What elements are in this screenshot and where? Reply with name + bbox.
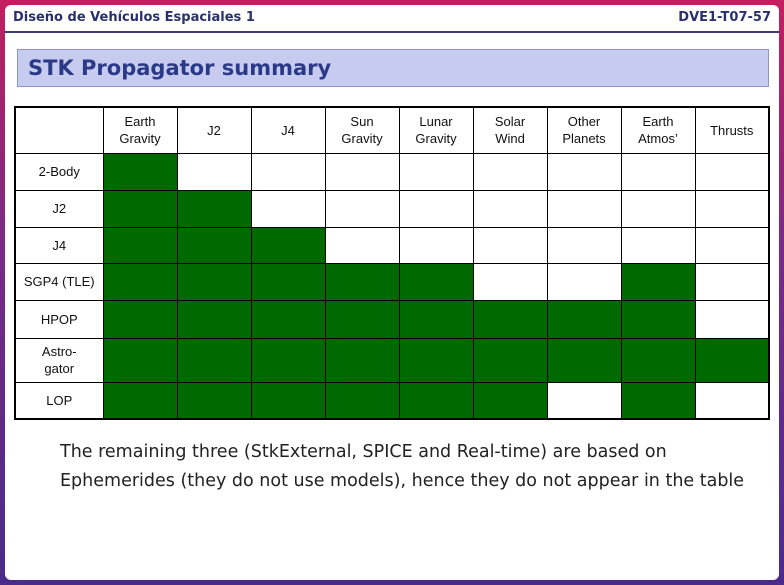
empty-cell <box>620 152 696 191</box>
filled-cell <box>398 262 474 301</box>
empty-cell <box>324 189 400 228</box>
table-row: SGP4 (TLE) <box>14 262 770 301</box>
slide-title-box: STK Propagator summary <box>17 49 769 87</box>
filled-cell <box>620 381 696 420</box>
corner-cell <box>14 106 104 154</box>
empty-cell <box>694 299 770 339</box>
filled-cell <box>176 189 252 228</box>
table-row: Astro- gator <box>14 337 770 383</box>
empty-cell <box>398 226 474 264</box>
filled-cell <box>324 381 400 420</box>
filled-cell <box>176 299 252 339</box>
filled-cell <box>472 381 548 420</box>
column-header-sun-gravity: Sun Gravity <box>324 106 400 154</box>
table-row: J4 <box>14 226 770 264</box>
filled-cell <box>620 337 696 383</box>
empty-cell <box>250 152 326 191</box>
empty-cell <box>472 226 548 264</box>
table-header-row: Earth Gravity J2 J4 Sun Gravity Lunar Gravit… <box>14 106 770 154</box>
filled-cell <box>102 262 178 301</box>
row-label: LOP <box>14 381 104 420</box>
empty-cell <box>546 189 622 228</box>
empty-cell <box>546 226 622 264</box>
empty-cell <box>546 262 622 301</box>
empty-cell <box>546 381 622 420</box>
table-row: HPOP <box>14 299 770 339</box>
header-bar: Diseño de Vehículos Espaciales 1 DVE1-T0… <box>5 5 779 33</box>
filled-cell <box>176 337 252 383</box>
propagator-table: Earth Gravity J2 J4 Sun Gravity Lunar Gravit… <box>14 106 770 420</box>
slide-frame: Diseño de Vehículos Espaciales 1 DVE1-T0… <box>5 5 779 580</box>
empty-cell <box>694 152 770 191</box>
filled-cell <box>102 152 178 191</box>
empty-cell <box>620 226 696 264</box>
column-header-earth-atmos: Earth Atmos’ <box>620 106 696 154</box>
column-header-lunar-gravity: Lunar Gravity <box>398 106 474 154</box>
filled-cell <box>324 262 400 301</box>
column-header-j2: J2 <box>176 106 252 154</box>
filled-cell <box>250 381 326 420</box>
slide-title: STK Propagator summary <box>28 56 332 80</box>
filled-cell <box>398 381 474 420</box>
filled-cell <box>324 299 400 339</box>
empty-cell <box>694 262 770 301</box>
filled-cell <box>102 381 178 420</box>
empty-cell <box>472 189 548 228</box>
empty-cell <box>472 152 548 191</box>
row-label: SGP4 (TLE) <box>14 262 104 301</box>
empty-cell <box>324 152 400 191</box>
filled-cell <box>176 262 252 301</box>
row-label: 2-Body <box>14 152 104 191</box>
row-label: Astro- gator <box>14 337 104 383</box>
empty-cell <box>546 152 622 191</box>
empty-cell <box>694 226 770 264</box>
column-header-solar-wind: Solar Wind <box>472 106 548 154</box>
column-header-thrusts: Thrusts <box>694 106 770 154</box>
column-header-earth-gravity: Earth Gravity <box>102 106 178 154</box>
filled-cell <box>102 226 178 264</box>
row-label: J4 <box>14 226 104 264</box>
table-row: J2 <box>14 189 770 228</box>
filled-cell <box>472 299 548 339</box>
table-body: 2-Body J2 J4 SGP4 (TLE) HPOP Astro- gator LOP <box>14 152 770 420</box>
filled-cell <box>324 337 400 383</box>
footnote-text: The remaining three (StkExternal, SPICE … <box>60 442 745 491</box>
filled-cell <box>250 262 326 301</box>
filled-cell <box>102 337 178 383</box>
filled-cell <box>250 226 326 264</box>
filled-cell <box>176 381 252 420</box>
filled-cell <box>102 189 178 228</box>
column-header-other-planets: Other Planets <box>546 106 622 154</box>
slide-code: DVE1-T07-57 <box>678 10 771 25</box>
table-row: LOP <box>14 381 770 420</box>
filled-cell <box>620 299 696 339</box>
empty-cell <box>694 189 770 228</box>
filled-cell <box>472 337 548 383</box>
filled-cell <box>102 299 178 339</box>
filled-cell <box>176 226 252 264</box>
empty-cell <box>398 152 474 191</box>
filled-cell <box>398 299 474 339</box>
filled-cell <box>250 337 326 383</box>
empty-cell <box>472 262 548 301</box>
row-label: J2 <box>14 189 104 228</box>
row-label: HPOP <box>14 299 104 339</box>
filled-cell <box>694 337 770 383</box>
filled-cell <box>546 299 622 339</box>
empty-cell <box>250 189 326 228</box>
column-header-j4: J4 <box>250 106 326 154</box>
empty-cell <box>694 381 770 420</box>
filled-cell <box>620 262 696 301</box>
empty-cell <box>620 189 696 228</box>
course-title: Diseño de Vehículos Espaciales 1 <box>13 10 255 25</box>
empty-cell <box>324 226 400 264</box>
table-row: 2-Body <box>14 152 770 191</box>
empty-cell <box>176 152 252 191</box>
filled-cell <box>398 337 474 383</box>
filled-cell <box>546 337 622 383</box>
filled-cell <box>250 299 326 339</box>
empty-cell <box>398 189 474 228</box>
